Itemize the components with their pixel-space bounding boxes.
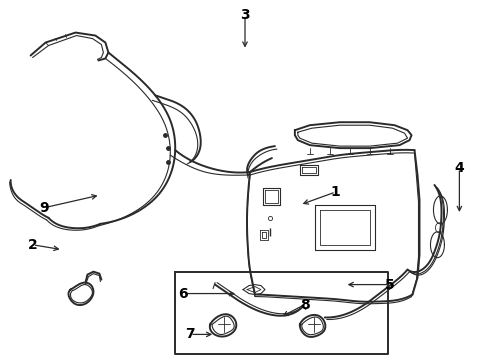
Text: 2: 2 (28, 238, 37, 252)
Text: 7: 7 (185, 327, 195, 341)
Text: 5: 5 (385, 278, 394, 292)
Text: 9: 9 (39, 201, 49, 215)
Text: 8: 8 (300, 297, 310, 311)
Text: 6: 6 (178, 287, 188, 301)
Text: 3: 3 (240, 8, 250, 22)
Text: 1: 1 (331, 185, 341, 199)
Text: 4: 4 (455, 161, 464, 175)
